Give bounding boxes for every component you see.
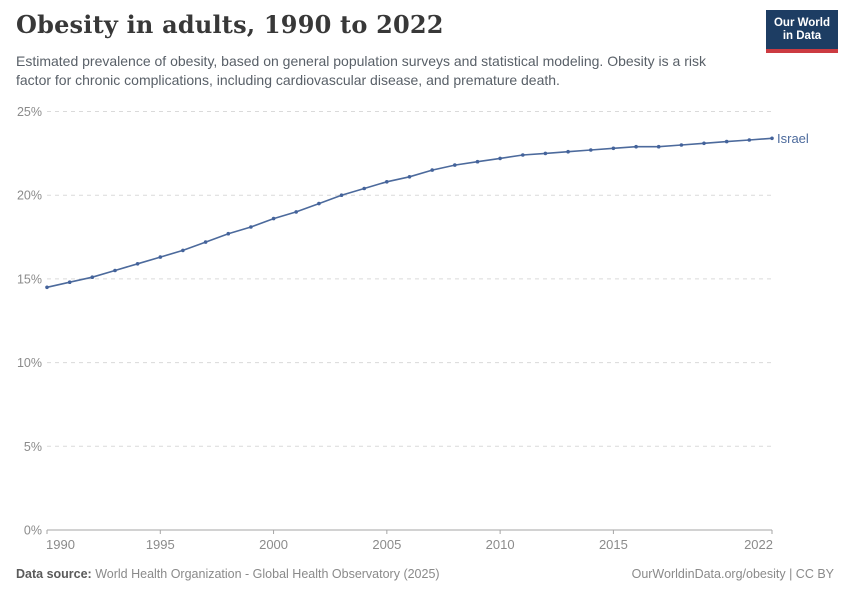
data-source-line: Data source: World Health Organization -… bbox=[16, 567, 440, 581]
y-tick-label: 25% bbox=[17, 105, 42, 119]
owid-logo[interactable]: Our World in Data bbox=[766, 10, 838, 53]
series-line[interactable] bbox=[46, 137, 773, 289]
credit-link[interactable]: OurWorldinData.org/obesity | CC BY bbox=[631, 567, 834, 581]
page-title: Obesity in adults, 1990 to 2022 bbox=[16, 10, 444, 39]
data-point[interactable] bbox=[385, 180, 389, 184]
data-point[interactable] bbox=[90, 275, 95, 280]
data-point[interactable] bbox=[294, 210, 299, 214]
data-point[interactable] bbox=[249, 225, 253, 229]
data-point[interactable] bbox=[611, 146, 616, 151]
chart-subtitle: Estimated prevalence of obesity, based o… bbox=[16, 53, 706, 88]
data-point[interactable] bbox=[430, 168, 435, 172]
y-tick-label: 10% bbox=[17, 356, 42, 370]
data-point[interactable] bbox=[67, 280, 72, 285]
data-source-label: Data source: bbox=[16, 567, 92, 581]
data-point[interactable] bbox=[317, 201, 321, 206]
data-point[interactable] bbox=[271, 216, 276, 221]
data-point[interactable] bbox=[724, 139, 729, 144]
data-point[interactable] bbox=[453, 163, 457, 167]
data-point[interactable] bbox=[656, 144, 661, 149]
y-tick-label: 5% bbox=[24, 440, 42, 454]
data-point[interactable] bbox=[181, 248, 185, 253]
data-point[interactable] bbox=[543, 151, 548, 156]
x-tick-label: 2005 bbox=[372, 537, 401, 552]
data-point[interactable] bbox=[634, 144, 638, 149]
data-point[interactable] bbox=[135, 262, 140, 266]
data-point[interactable] bbox=[589, 148, 593, 152]
data-point[interactable] bbox=[679, 143, 684, 147]
x-tick-label: 2000 bbox=[259, 537, 288, 552]
x-tick-label: 2015 bbox=[599, 537, 628, 552]
y-tick-label: 20% bbox=[17, 189, 42, 203]
data-point[interactable] bbox=[702, 141, 706, 146]
series-end-label[interactable]: Israel bbox=[777, 131, 809, 146]
data-point[interactable] bbox=[407, 175, 412, 179]
data-point[interactable] bbox=[339, 193, 344, 197]
x-tick-label: 1995 bbox=[146, 537, 175, 552]
data-point[interactable] bbox=[158, 255, 163, 259]
x-tick-label: 2010 bbox=[486, 537, 515, 552]
data-point[interactable] bbox=[747, 138, 752, 142]
data-point[interactable] bbox=[498, 156, 502, 161]
y-tick-label: 15% bbox=[17, 272, 42, 286]
data-source-text[interactable]: World Health Organization - Global Healt… bbox=[91, 567, 440, 581]
owid-logo-line2: in Data bbox=[782, 30, 822, 42]
data-point[interactable] bbox=[475, 159, 480, 164]
data-point[interactable] bbox=[203, 240, 208, 244]
chart-footer: Data source: World Health Organization -… bbox=[16, 567, 834, 581]
y-tick-label: 0% bbox=[24, 524, 42, 538]
owid-logo-line1: Our World bbox=[773, 17, 830, 29]
data-point[interactable] bbox=[362, 186, 367, 191]
data-point[interactable] bbox=[521, 153, 525, 157]
x-tick-label: 2022 bbox=[744, 537, 773, 552]
data-point[interactable] bbox=[226, 231, 231, 236]
data-point[interactable] bbox=[113, 268, 117, 273]
data-point[interactable] bbox=[566, 149, 570, 154]
data-point[interactable] bbox=[770, 136, 774, 141]
x-tick-label: 1990 bbox=[46, 537, 75, 552]
data-point[interactable] bbox=[45, 285, 49, 290]
